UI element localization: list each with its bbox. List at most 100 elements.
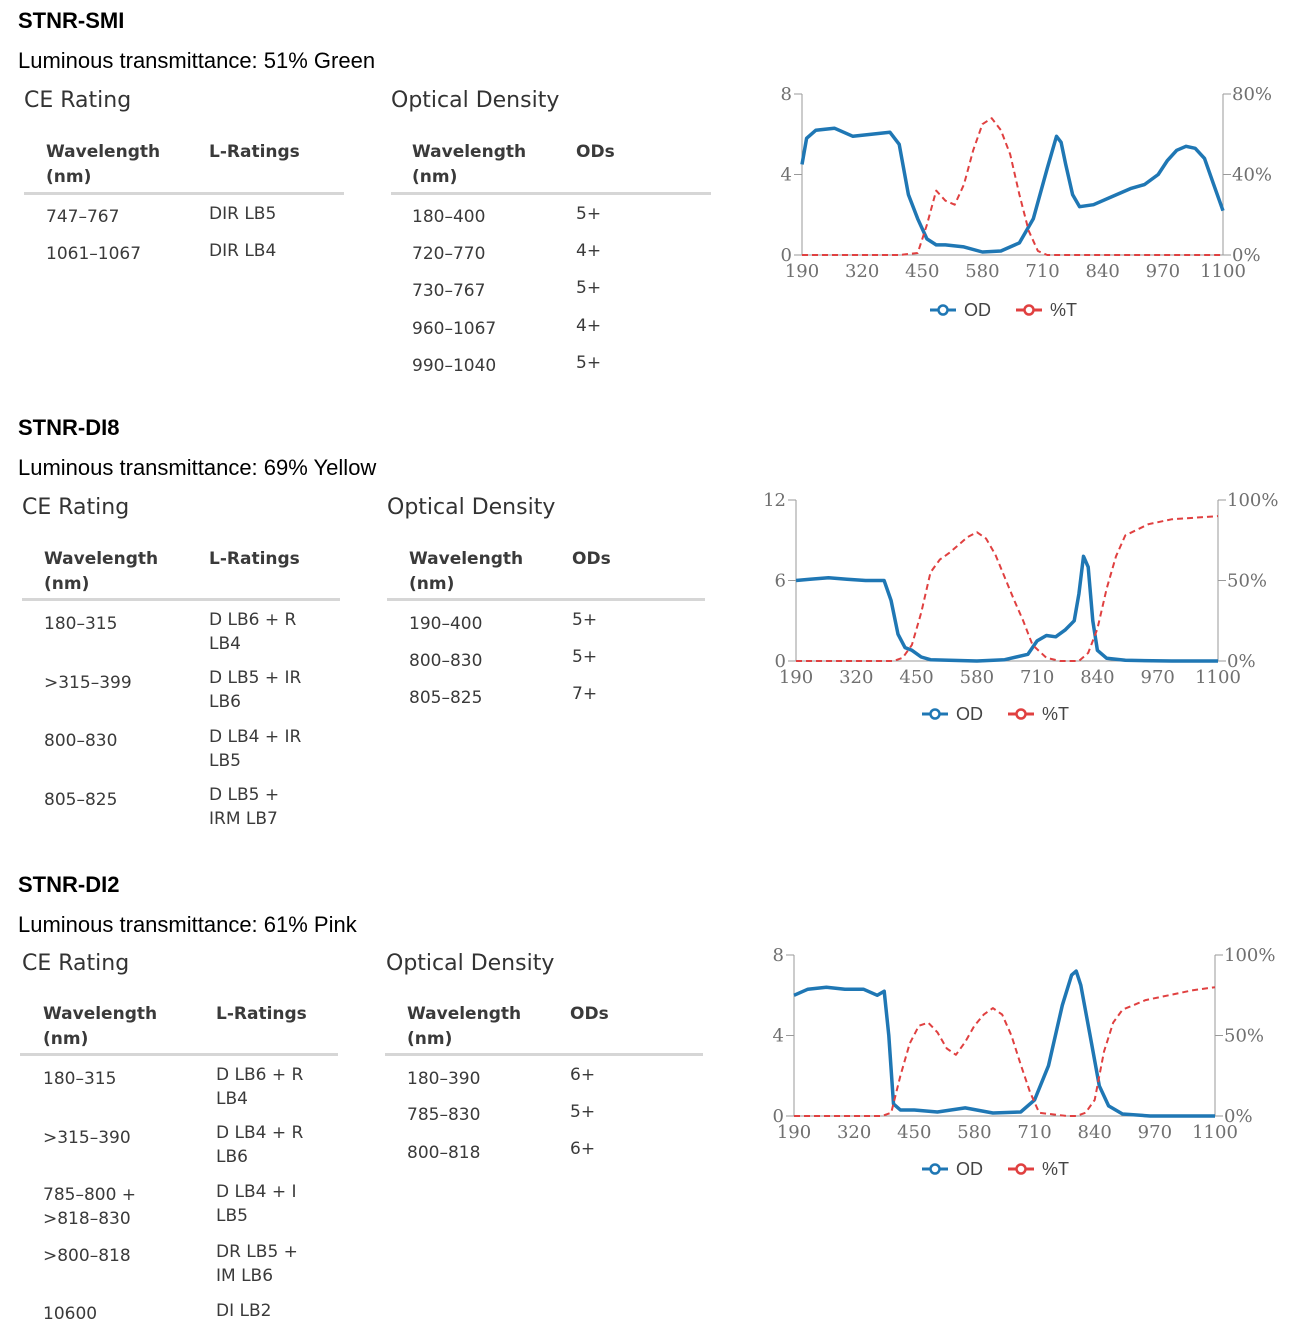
- ce-lratings-header: L-Ratings: [209, 549, 300, 569]
- ce-table-divider: [22, 598, 340, 601]
- x-tick-label: 970: [1138, 1122, 1172, 1143]
- x-tick-label: 320: [845, 261, 879, 282]
- od-series-line: [795, 554, 1218, 663]
- product-section: STNR-DI8 Luminous transmittance: 69% Yel…: [0, 415, 1296, 835]
- od-wavelength-cell: 800–830: [409, 651, 483, 671]
- od-wavelength-cell: 730–767: [412, 281, 486, 301]
- x-tick-label: 190: [777, 1122, 811, 1143]
- legend-label: OD: [956, 704, 983, 724]
- ce-wavelength-cell: 805–825: [44, 790, 118, 810]
- od-table-divider: [387, 598, 705, 601]
- x-tick-label: 840: [1086, 261, 1120, 282]
- od-wavelength-cell: 180–400: [412, 207, 486, 227]
- spectrum-chart: 0 4 8 0% 50% 100% 190 320 450 580 710 840 970 1100 OD%…: [773, 945, 1276, 1179]
- od-wavelength-header: Wavelength (nm): [409, 549, 524, 594]
- ce-rating-cell: D LB4 + R LB6: [216, 1123, 304, 1167]
- legend-label: %T: [1042, 1159, 1069, 1179]
- od-value-cell: 4+: [576, 316, 602, 336]
- ce-table-divider: [20, 1053, 338, 1056]
- x-tick-label: 1100: [1195, 667, 1241, 688]
- ce-rating-cell: DIR LB4: [209, 241, 277, 261]
- luminous-transmittance: Luminous transmittance: 69% Yellow: [18, 455, 377, 480]
- od-wavelength-cell: 805–825: [409, 688, 483, 708]
- od-ods-header: ODs: [572, 549, 611, 569]
- transmittance-series-line: [794, 986, 1216, 1117]
- od-wavelength-header: Wavelength (nm): [412, 142, 527, 187]
- product-section: STNR-SMI Luminous transmittance: 51% Gre…: [0, 8, 1296, 388]
- y-left-tick-label: 12: [763, 490, 786, 511]
- ce-rating-cell: D LB4 + IR LB5: [209, 727, 302, 771]
- y-left-tick-label: 4: [781, 165, 792, 186]
- y-right-tick-label: 0%: [1227, 651, 1256, 672]
- chart-legend: OD %T: [922, 1159, 1069, 1179]
- ce-table-divider: [24, 192, 344, 195]
- x-tick-label: 710: [1025, 261, 1059, 282]
- ce-rating-cell: DI LB2: [216, 1301, 272, 1321]
- y-left-tick-label: 6: [775, 571, 786, 592]
- od-wavelength-cell: 180–390: [407, 1069, 481, 1089]
- ce-wavelength-cell: >800–818: [43, 1246, 131, 1266]
- ce-rating-cell: DR LB5 + IM LB6: [216, 1242, 298, 1286]
- chart-legend: OD %T: [922, 704, 1069, 724]
- od-value-cell: 5+: [576, 204, 602, 224]
- ce-rating-cell: D LB5 + IRM LB7: [209, 785, 280, 829]
- x-tick-label: 580: [957, 1122, 991, 1143]
- ce-wavelength-cell: >315–399: [44, 673, 132, 693]
- legend-marker: [937, 304, 949, 316]
- od-table-divider: [385, 1053, 703, 1056]
- luminous-transmittance: Luminous transmittance: 61% Pink: [18, 912, 357, 937]
- ce-wavelength-cell: 785–800 + >818–830: [43, 1185, 137, 1229]
- optical-density-heading: Optical Density: [386, 951, 555, 976]
- x-tick-label: 320: [837, 1122, 871, 1143]
- ce-rating-cell: DIR LB5: [209, 204, 277, 224]
- od-wavelength-cell: 720–770: [412, 244, 486, 264]
- x-tick-label: 450: [897, 1122, 931, 1143]
- x-tick-label: 710: [1017, 1122, 1051, 1143]
- x-tick-label: 840: [1078, 1122, 1112, 1143]
- y-right-tick-label: 0%: [1232, 245, 1261, 266]
- ce-rating-cell: D LB5 + IR LB6: [209, 668, 302, 712]
- x-tick-label: 190: [779, 667, 813, 688]
- ce-lratings-header: L-Ratings: [209, 142, 300, 162]
- product-title: STNR-DI8: [18, 415, 120, 440]
- od-value-cell: 5+: [576, 278, 602, 298]
- y-right-tick-label: 100%: [1227, 490, 1278, 511]
- legend-marker: [1023, 304, 1035, 316]
- product-title: STNR-DI2: [18, 872, 120, 897]
- ce-wavelength-cell: 180–315: [43, 1069, 117, 1089]
- y-left-tick-label: 0: [775, 651, 786, 672]
- ce-wavelength-cell: 180–315: [44, 614, 118, 634]
- od-wavelength-cell: 800–818: [407, 1143, 481, 1163]
- x-tick-label: 970: [1146, 261, 1180, 282]
- luminous-transmittance: Luminous transmittance: 51% Green: [18, 48, 376, 73]
- ce-wavelength-cell: 10600: [43, 1304, 98, 1324]
- ce-rating-cell: D LB6 + R LB4: [216, 1065, 304, 1109]
- od-wavelength-cell: 990–1040: [412, 356, 497, 376]
- x-tick-label: 190: [785, 261, 819, 282]
- y-right-tick-label: 50%: [1227, 571, 1267, 592]
- od-value-cell: 7+: [572, 684, 598, 704]
- od-value-cell: 4+: [576, 241, 602, 261]
- od-table-divider: [391, 192, 711, 195]
- x-tick-label: 840: [1080, 667, 1114, 688]
- od-series-line: [800, 126, 1225, 254]
- od-series-line: [793, 969, 1215, 1118]
- od-wavelength-header: Wavelength (nm): [407, 1004, 522, 1049]
- od-value-cell: 5+: [572, 647, 598, 667]
- od-value-cell: 5+: [576, 353, 602, 373]
- y-right-tick-label: 0%: [1224, 1106, 1253, 1127]
- legend-marker: [929, 708, 941, 720]
- y-right-tick-label: 40%: [1232, 165, 1272, 186]
- od-wavelength-cell: 785–830: [407, 1105, 481, 1125]
- ce-wavelength-cell: 1061–1067: [46, 244, 142, 264]
- od-value-cell: 5+: [572, 610, 598, 630]
- ce-rating-heading: CE Rating: [22, 951, 130, 976]
- od-ods-header: ODs: [576, 142, 615, 162]
- y-right-tick-label: 50%: [1224, 1026, 1264, 1047]
- ce-wavelength-header: Wavelength (nm): [46, 142, 161, 187]
- legend-marker: [1015, 1163, 1027, 1175]
- ce-wavelength-header: Wavelength (nm): [44, 549, 159, 594]
- od-value-cell: 6+: [570, 1065, 596, 1085]
- y-left-tick-label: 0: [781, 245, 792, 266]
